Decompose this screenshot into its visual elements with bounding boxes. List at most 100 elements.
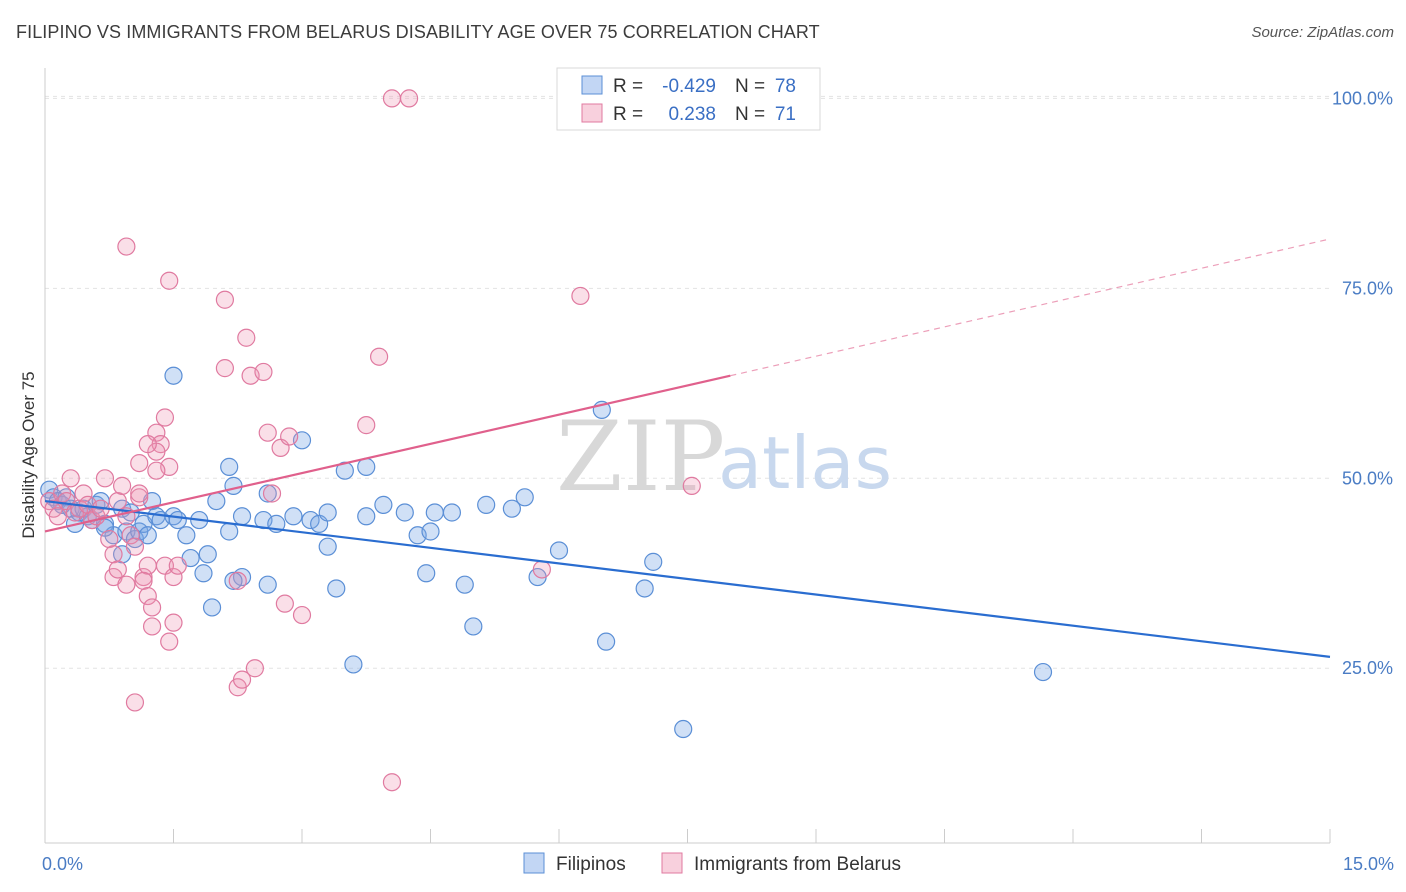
point-belarus-41: [130, 484, 149, 503]
point-filipinos-46: [374, 495, 393, 514]
point-belarus-57: [275, 594, 294, 613]
point-filipinos-26: [198, 545, 217, 564]
point-belarus-51: [254, 362, 273, 382]
legend-n-pink: 71: [775, 104, 796, 125]
legend-box: [556, 67, 821, 131]
point-belarus-23: [138, 556, 157, 575]
y-axis-title: Disability Age Over 75: [19, 371, 38, 538]
point-belarus-38: [147, 461, 166, 480]
point-belarus-45: [125, 693, 145, 712]
point-belarus-19: [121, 526, 140, 545]
y-tick-label-1: 50.0%: [1342, 468, 1393, 488]
point-belarus-67: [571, 286, 590, 306]
point-filipinos-34: [301, 510, 320, 530]
point-filipinos-73: [168, 510, 187, 530]
point-filipinos-64: [674, 719, 693, 739]
point-filipinos-62: [635, 579, 654, 598]
point-filipinos-52: [417, 564, 436, 583]
point-belarus-17: [112, 476, 132, 495]
point-belarus-48: [215, 290, 234, 309]
bottom-legend: Filipinos Immigrants from Belarus: [523, 852, 901, 875]
point-filipinos-71: [220, 457, 239, 476]
point-filipinos-53: [455, 575, 474, 594]
point-filipinos-56: [502, 499, 521, 518]
point-belarus-65: [382, 89, 402, 108]
point-filipinos-51: [442, 503, 462, 522]
point-belarus-64: [382, 773, 402, 792]
point-filipinos-54: [464, 617, 483, 636]
trend-line-filipinos: [44, 499, 1331, 658]
source-label: Source: ZipAtlas.com: [1251, 24, 1394, 41]
point-belarus-25: [117, 575, 136, 594]
point-filipinos-75: [177, 526, 196, 545]
point-belarus-52: [258, 423, 277, 442]
point-filipinos-36: [318, 503, 337, 522]
point-filipinos-39: [258, 575, 277, 594]
point-filipinos-41: [318, 537, 337, 556]
trend-lines: [44, 238, 1331, 658]
point-belarus-32: [160, 632, 179, 651]
watermark-zip: ZIP: [556, 401, 725, 513]
trend-line-belarus-extension: [730, 238, 1331, 377]
point-belarus-66: [399, 89, 419, 108]
points: [40, 89, 1053, 792]
trend-line-belarus: [44, 374, 731, 533]
legend-swatch-pink: [581, 103, 603, 123]
point-filipinos-37: [194, 564, 213, 583]
point-belarus-40: [130, 453, 149, 473]
point-filipinos-47: [395, 503, 414, 522]
point-belarus-29: [164, 567, 183, 587]
point-filipinos-59: [549, 541, 569, 560]
point-belarus-54: [280, 427, 299, 446]
point-belarus-58: [292, 605, 312, 625]
point-belarus-69: [532, 560, 551, 579]
point-filipinos-50: [425, 503, 444, 522]
point-filipinos-33: [284, 507, 303, 526]
point-filipinos-61: [597, 632, 616, 651]
point-filipinos-30: [232, 507, 252, 526]
point-filipinos-63: [644, 552, 663, 571]
chart-title: FILIPINO VS IMMIGRANTS FROM BELARUS DISA…: [16, 22, 820, 42]
point-belarus-55: [262, 484, 282, 503]
point-belarus-63: [357, 416, 376, 435]
point-belarus-59: [245, 659, 264, 678]
point-filipinos-49: [421, 522, 440, 541]
legend-r-blue: -0.429: [662, 76, 716, 97]
point-filipinos-28: [207, 491, 226, 511]
point-filipinos-29: [224, 476, 243, 495]
point-belarus-39: [138, 435, 157, 454]
point-filipinos-57: [515, 488, 534, 507]
y-tick-label-3: 100.0%: [1332, 88, 1393, 108]
point-filipinos-65: [1033, 662, 1053, 682]
point-belarus-70: [215, 359, 234, 378]
legend-r-label-pink: R =: [613, 104, 643, 125]
point-filipinos-42: [327, 579, 346, 598]
point-belarus-30: [168, 556, 187, 575]
x-tick-label-0: 0.0%: [42, 854, 83, 874]
point-filipinos-45: [357, 507, 376, 526]
point-belarus-16: [108, 491, 127, 511]
point-filipinos-67: [202, 598, 222, 617]
point-belarus-37: [155, 408, 175, 427]
x-tick-label-1: 15.0%: [1343, 854, 1394, 874]
point-filipinos-66: [220, 522, 239, 541]
point-belarus-44: [142, 598, 162, 617]
legend-n-label-blue: N =: [735, 76, 765, 97]
bottom-legend-filipinos: Filipinos: [556, 854, 626, 875]
point-belarus-61: [232, 670, 252, 689]
legend-r-pink: 0.238: [668, 104, 716, 125]
point-belarus-62: [370, 347, 389, 366]
point-belarus-15: [104, 545, 123, 564]
point-belarus-13: [95, 469, 115, 488]
axes: 25.0% 50.0% 75.0% 100.0% 0.0% 15.0%: [42, 68, 1394, 874]
point-belarus-5: [61, 469, 80, 488]
y-tick-label-0: 25.0%: [1342, 658, 1393, 678]
point-belarus-8: [74, 484, 93, 503]
point-belarus-43: [138, 586, 157, 606]
point-filipinos-68: [164, 366, 183, 385]
point-filipinos-74: [258, 484, 277, 503]
point-belarus-27: [142, 617, 162, 636]
legend-n-blue: 78: [775, 76, 796, 97]
point-belarus-42: [134, 571, 153, 590]
